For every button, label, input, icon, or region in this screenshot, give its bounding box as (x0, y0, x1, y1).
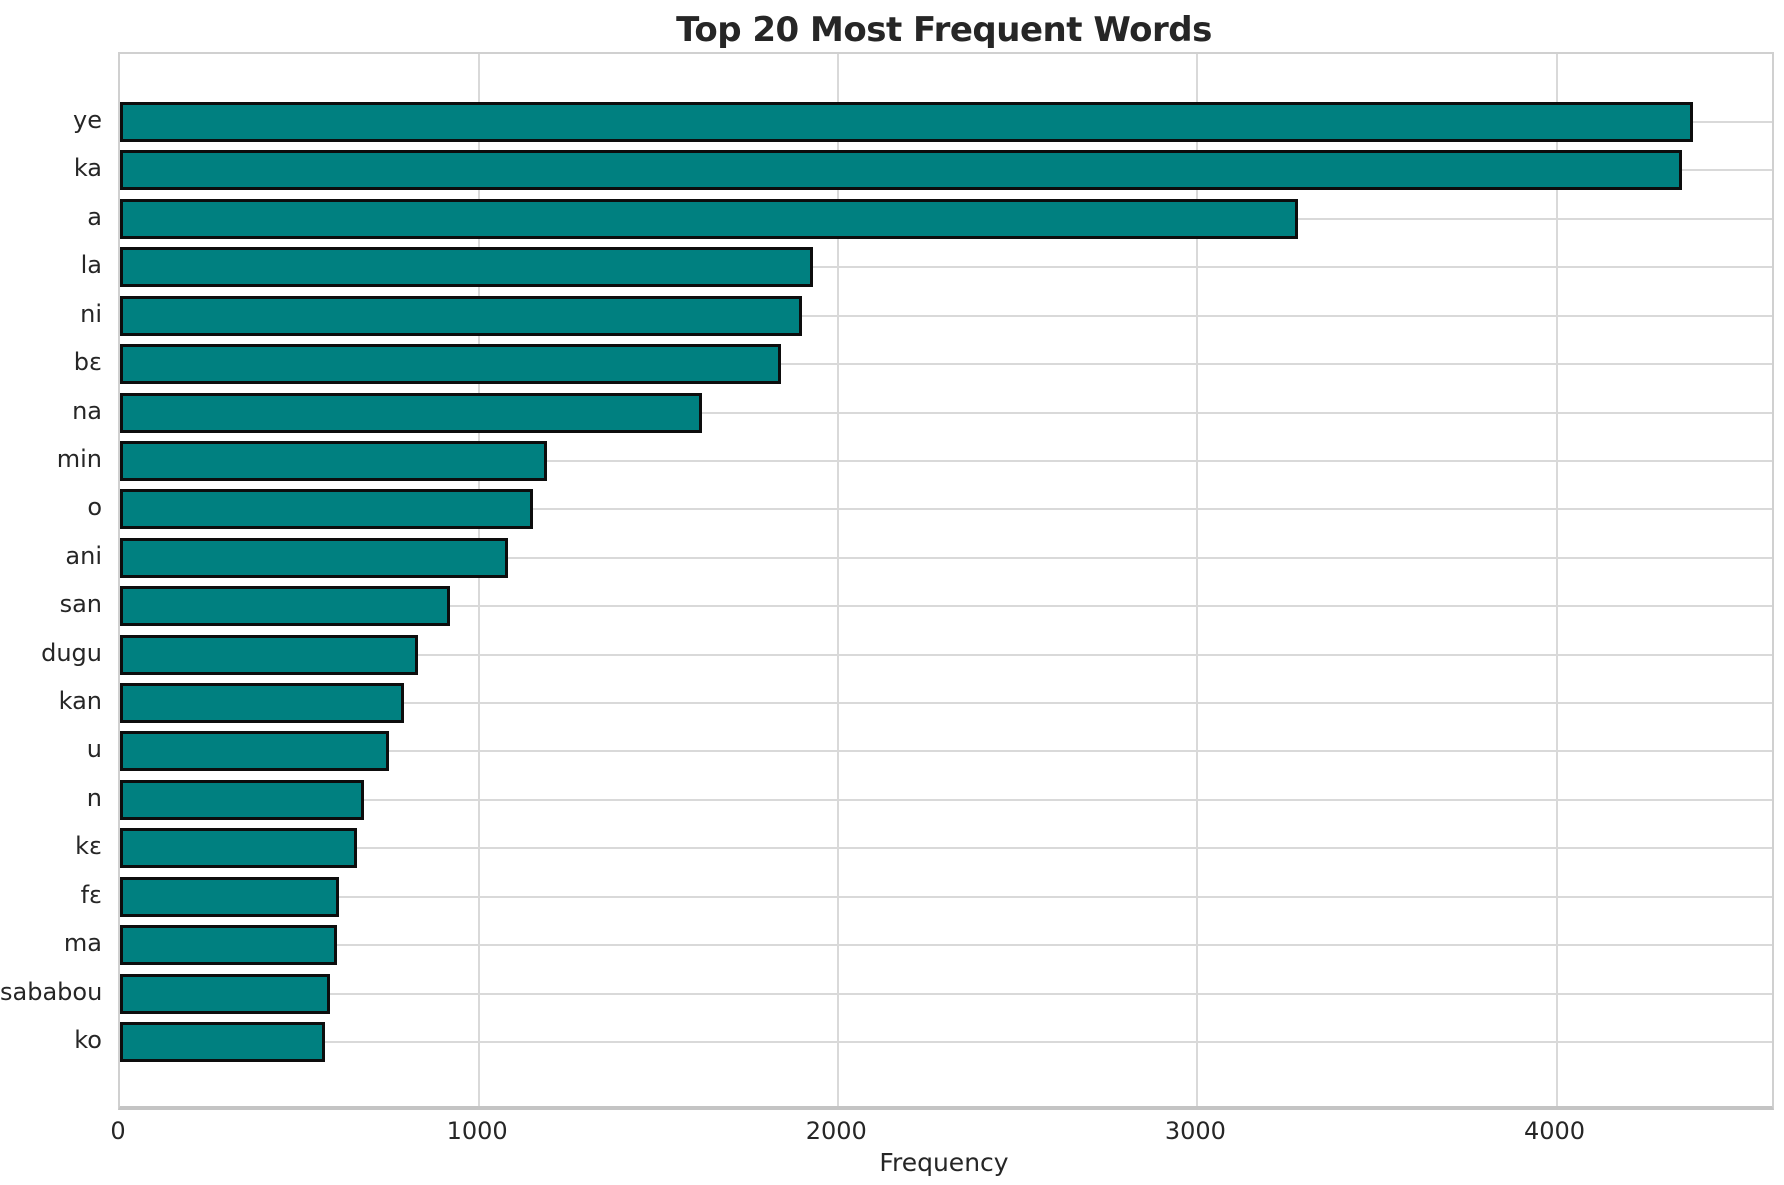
bar-dugu (120, 634, 419, 675)
bar-ko (120, 1021, 325, 1062)
horizontal-gridline (120, 556, 1772, 559)
bar-na (120, 392, 702, 433)
y-tick-label-ni: ni (80, 299, 102, 328)
horizontal-gridline (120, 605, 1772, 608)
bar-kɛ (120, 828, 358, 869)
vertical-gridline (478, 54, 481, 1106)
bar-ani (120, 537, 508, 578)
vertical-gridline (1555, 54, 1558, 1106)
bar-u (120, 731, 390, 772)
bar-kan (120, 683, 404, 724)
x-tick-label-3000: 3000 (1164, 1117, 1226, 1145)
vertical-gridline (1196, 54, 1199, 1106)
horizontal-gridline (120, 411, 1772, 414)
y-tick-label-a: a (87, 202, 102, 231)
y-tick-label-kɛ: kɛ (75, 832, 102, 861)
y-tick-label-kan: kan (58, 687, 102, 716)
horizontal-gridline (120, 653, 1772, 656)
y-tick-label-na: na (72, 396, 102, 425)
bar-fɛ (120, 876, 340, 917)
y-tick-label-o: o (87, 493, 102, 522)
y-tick-label-la: la (80, 251, 102, 280)
y-tick-label-n: n (86, 783, 102, 812)
horizontal-gridline (120, 266, 1772, 269)
y-tick-label-ka: ka (73, 154, 102, 183)
horizontal-gridline (120, 798, 1772, 801)
bar-ka (120, 150, 1683, 191)
y-tick-label-ma: ma (63, 929, 102, 958)
horizontal-gridline (120, 992, 1772, 995)
y-tick-label-sababou: sababou (0, 977, 103, 1006)
horizontal-gridline (120, 1040, 1772, 1043)
x-tick-label-2000: 2000 (805, 1117, 867, 1145)
horizontal-gridline (120, 314, 1772, 317)
bar-sababou (120, 973, 331, 1014)
bar-min (120, 440, 548, 481)
horizontal-gridline (120, 944, 1772, 947)
x-axis-label: Frequency (879, 1148, 1009, 1177)
y-tick-label-ko: ko (74, 1025, 102, 1054)
bar-ye (120, 102, 1693, 142)
bar-la (120, 247, 814, 288)
y-tick-label-fɛ: fɛ (80, 880, 102, 909)
vertical-gridline (837, 54, 840, 1106)
y-tick-label-bɛ: bɛ (73, 348, 102, 377)
horizontal-gridline (120, 750, 1772, 753)
bar-n (120, 779, 365, 820)
y-tick-label-ye: ye (73, 106, 102, 134)
horizontal-gridline (120, 702, 1772, 705)
horizontal-gridline (120, 847, 1772, 850)
horizontal-gridline (120, 895, 1772, 898)
bar-ni (120, 295, 803, 336)
y-tick-label-dugu: dugu (41, 638, 102, 667)
horizontal-gridline (120, 363, 1772, 366)
x-tick-label-0: 0 (110, 1117, 126, 1145)
bar-o (120, 489, 533, 530)
bar-ma (120, 925, 338, 966)
bar-bɛ (120, 344, 781, 385)
horizontal-gridline (120, 459, 1772, 462)
y-tick-label-ani: ani (65, 541, 102, 570)
bar-san (120, 586, 451, 627)
x-tick-label-4000: 4000 (1523, 1117, 1586, 1145)
plot-area (118, 52, 1774, 1110)
bar-a (120, 198, 1298, 239)
y-tick-label-san: san (59, 590, 102, 619)
horizontal-gridline (120, 508, 1772, 511)
y-tick-label-u: u (86, 735, 102, 764)
x-tick-label-1000: 1000 (446, 1117, 508, 1145)
y-tick-label-min: min (56, 444, 102, 473)
chart-title: Top 20 Most Frequent Words (676, 10, 1212, 50)
